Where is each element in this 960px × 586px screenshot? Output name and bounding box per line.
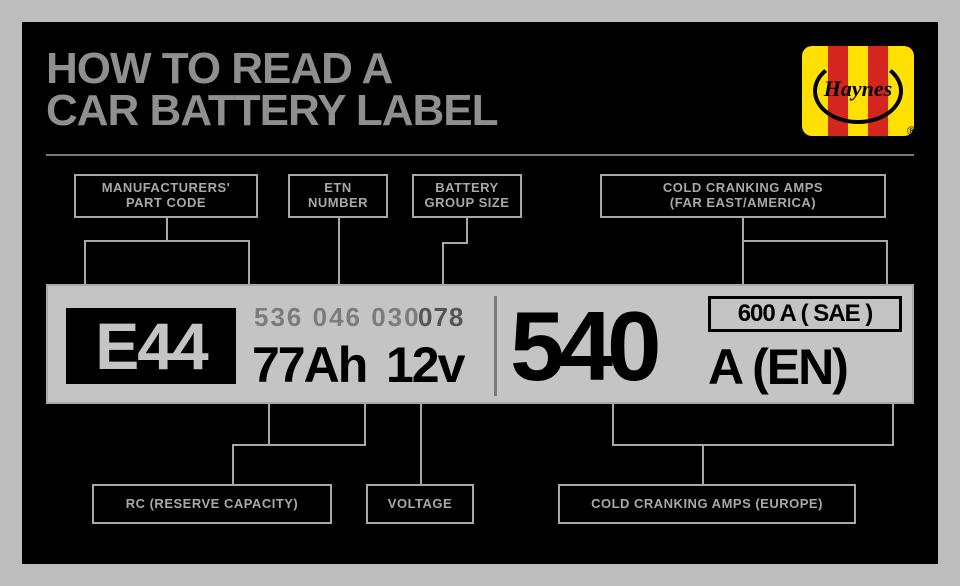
haynes-logo: Haynes ®	[802, 46, 914, 136]
connector	[420, 404, 422, 484]
connector	[232, 444, 234, 484]
value-reserve-capacity: 77Ah	[252, 336, 366, 394]
label-cca-en: COLD CRANKING AMPS (EUROPE)	[558, 484, 856, 524]
connector	[742, 240, 744, 284]
connector	[612, 444, 894, 446]
value-group-size: 078	[418, 302, 464, 333]
label-cca-sae: COLD CRANKING AMPS (FAR EAST/AMERICA)	[600, 174, 886, 218]
title-line-1: HOW TO READ A	[46, 48, 498, 90]
value-etn: 536 046 030	[254, 302, 421, 333]
connector	[232, 444, 316, 446]
battery-label-strip: E44 536 046 030 078 77Ah 12v 540 A (EN) …	[46, 284, 914, 404]
page-title: HOW TO READ A CAR BATTERY LABEL	[46, 48, 498, 132]
label-reserve-capacity: RC (RESERVE CAPACITY)	[92, 484, 332, 524]
divider	[46, 154, 914, 156]
connector	[886, 240, 888, 284]
value-cca-sae: 600 A ( SAE )	[708, 296, 902, 332]
connector	[166, 218, 168, 240]
connector	[442, 242, 444, 284]
connector	[338, 218, 340, 284]
connector	[702, 444, 704, 484]
value-voltage: 12v	[386, 336, 463, 394]
connector	[364, 404, 366, 444]
value-cca-en-unit: A (EN)	[708, 338, 847, 396]
connector	[84, 240, 86, 284]
connector	[84, 240, 248, 242]
connector	[442, 242, 468, 244]
label-etn-number: ETN NUMBER	[288, 174, 388, 218]
title-line-2: CAR BATTERY LABEL	[46, 90, 498, 132]
infographic-panel: HOW TO READ A CAR BATTERY LABEL Haynes ®…	[22, 22, 938, 564]
logo-text: Haynes	[802, 76, 914, 102]
connector	[466, 218, 468, 242]
connector	[268, 404, 270, 444]
label-manufacturers-part-code: MANUFACTURERS' PART CODE	[74, 174, 258, 218]
connector	[248, 240, 250, 284]
registered-icon: ®	[907, 124, 916, 138]
label-group-size: BATTERY GROUP SIZE	[412, 174, 522, 218]
connector	[742, 240, 886, 242]
label-voltage: VOLTAGE	[366, 484, 474, 524]
value-cca-en: 540	[510, 290, 656, 403]
connector	[612, 404, 614, 444]
connector	[742, 218, 744, 240]
connector	[892, 404, 894, 444]
separator	[494, 296, 497, 396]
value-part-code: E44	[66, 308, 236, 384]
